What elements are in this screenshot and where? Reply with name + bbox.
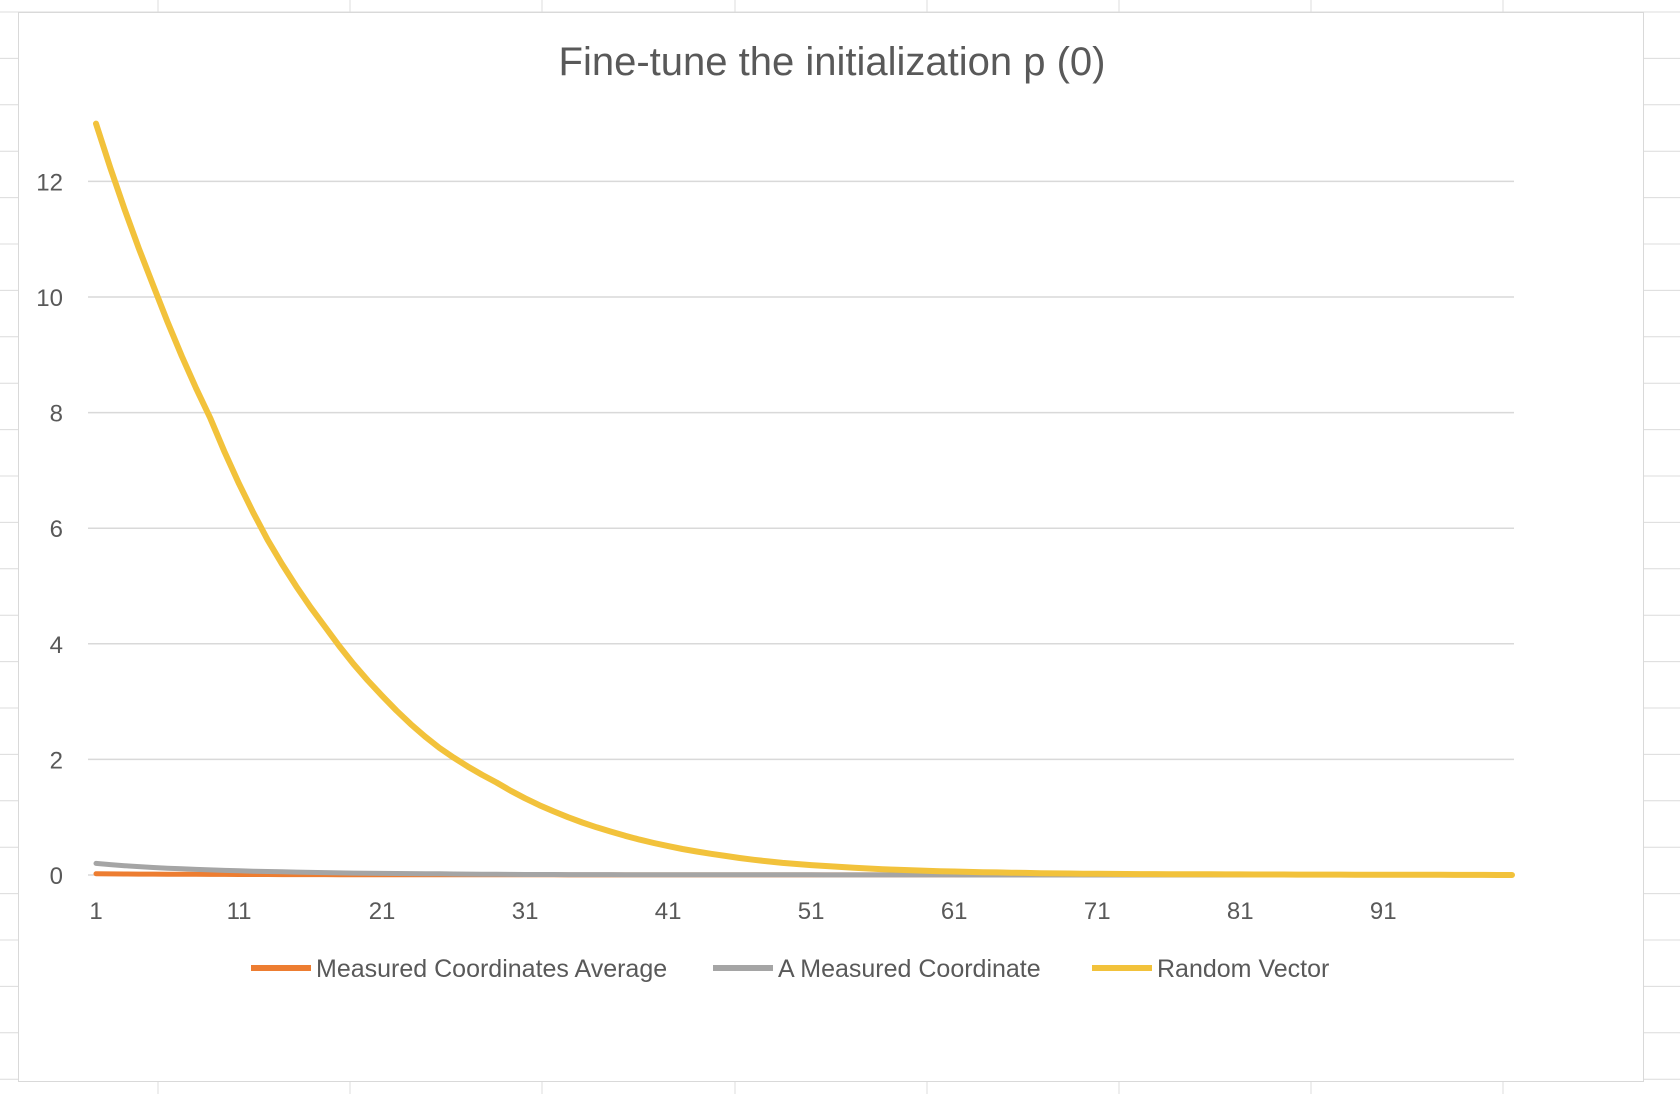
legend-item[interactable]: A Measured Coordinate: [713, 955, 1041, 983]
y-tick-label: 8: [50, 401, 63, 428]
y-tick-label: 6: [50, 516, 63, 543]
x-tick-label: 71: [1084, 898, 1111, 925]
chart-series: [93, 120, 1515, 878]
chart-title: Fine-tune the initialization p (0): [559, 40, 1106, 84]
x-tick-label: 91: [1370, 898, 1397, 925]
chart-area[interactable]: Fine-tune the initialization p (0) 0 2 4 6 8…: [18, 12, 1644, 1082]
legend-label: Measured Coordinates Average: [316, 955, 667, 983]
y-axis-tick-labels: 0 2 4 6 8 10 12: [36, 169, 63, 890]
line-chart: Fine-tune the initialization p (0) 0 2 4 6 8…: [36, 40, 1515, 983]
x-axis-tick-labels: 1 11 21 31 41 51 61 71 81 91: [89, 898, 1396, 925]
x-tick-label: 81: [1227, 898, 1254, 925]
x-tick-label: 11: [227, 898, 252, 925]
x-tick-label: 51: [798, 898, 825, 925]
y-tick-label: 0: [50, 863, 63, 890]
legend-label: Random Vector: [1157, 955, 1329, 983]
y-tick-label: 2: [50, 747, 63, 774]
y-tick-label: 12: [36, 169, 63, 196]
legend-label: A Measured Coordinate: [778, 955, 1041, 983]
legend-item[interactable]: Random Vector: [1092, 955, 1329, 983]
x-tick-label: 31: [512, 898, 539, 925]
x-tick-label: 21: [369, 898, 396, 925]
y-tick-label: 10: [36, 285, 63, 312]
legend-item[interactable]: Measured Coordinates Average: [251, 955, 667, 983]
x-tick-label: 41: [655, 898, 682, 925]
y-tick-label: 4: [50, 632, 63, 659]
chart-gridlines: [88, 180, 1514, 876]
chart-legend[interactable]: Measured Coordinates Average A Measured C…: [251, 955, 1329, 983]
x-tick-label: 61: [941, 898, 968, 925]
x-tick-label: 1: [89, 898, 102, 925]
series-line-2: [93, 120, 1515, 878]
